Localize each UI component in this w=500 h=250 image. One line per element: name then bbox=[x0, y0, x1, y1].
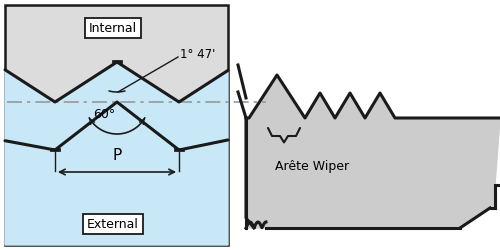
Text: Arête Wiper: Arête Wiper bbox=[275, 160, 349, 173]
Bar bbox=[5, 5, 228, 245]
Text: P: P bbox=[112, 148, 122, 163]
Text: 1° 47': 1° 47' bbox=[180, 48, 216, 62]
Polygon shape bbox=[5, 62, 228, 150]
Text: 60°: 60° bbox=[93, 108, 115, 120]
Polygon shape bbox=[5, 102, 228, 245]
Text: External: External bbox=[87, 218, 139, 230]
Text: Internal: Internal bbox=[89, 22, 137, 35]
Polygon shape bbox=[246, 75, 500, 228]
